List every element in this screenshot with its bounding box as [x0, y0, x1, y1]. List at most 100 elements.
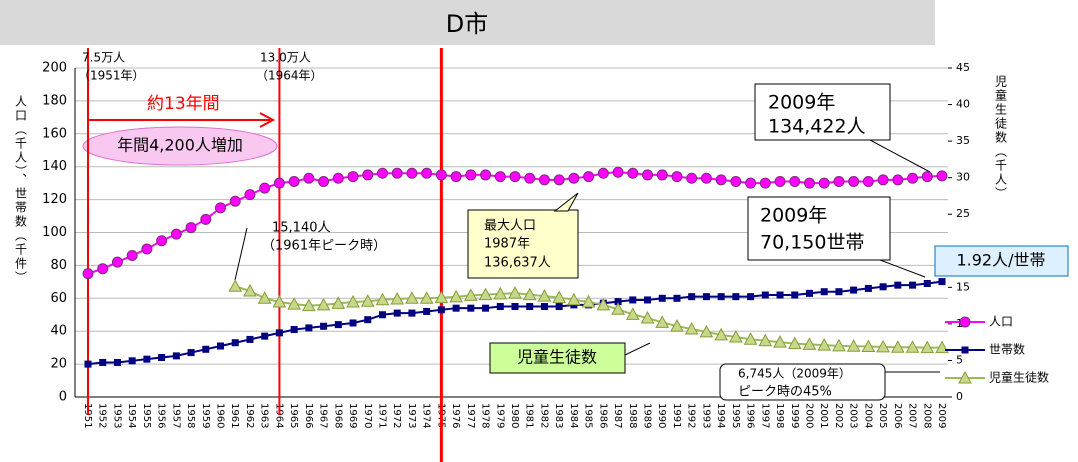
x-tick-label: 1968 — [332, 403, 343, 428]
point — [450, 171, 462, 183]
x-tick-label: 1981 — [524, 403, 535, 428]
point — [423, 307, 431, 315]
point — [936, 170, 948, 182]
point — [568, 172, 580, 184]
legend-marker — [959, 316, 971, 328]
x-tick-label: 1969 — [347, 403, 358, 428]
point — [111, 256, 123, 268]
legend-marker — [958, 370, 972, 384]
y-tick-label: 200 — [42, 61, 67, 76]
x-tick-label: 1952 — [97, 403, 108, 428]
point — [170, 228, 182, 240]
point — [305, 324, 313, 332]
annotation: 2009年 — [760, 205, 827, 227]
x-tick-label: 1986 — [597, 403, 608, 428]
annotation: 児童生徒数 — [517, 348, 597, 367]
x-tick-label: 1965 — [288, 403, 299, 428]
point — [318, 176, 330, 188]
point — [272, 294, 287, 308]
x-tick-label: 1996 — [745, 403, 756, 428]
point — [673, 294, 681, 302]
point — [467, 304, 475, 312]
point — [773, 335, 787, 348]
x-tick-label: 1985 — [583, 403, 594, 428]
point — [437, 306, 445, 314]
point — [287, 297, 301, 310]
point — [393, 309, 401, 317]
x-tick-label: 1998 — [774, 403, 785, 428]
x-tick-label: 1984 — [568, 403, 579, 428]
point — [938, 278, 946, 286]
point — [99, 358, 107, 366]
point — [670, 319, 684, 332]
x-tick-label: 1954 — [126, 403, 137, 428]
x-tick-label: 1978 — [480, 403, 491, 428]
point — [215, 202, 227, 214]
x-tick-label: 1993 — [700, 403, 711, 428]
point — [892, 174, 904, 186]
point — [877, 174, 889, 186]
x-tick-label: 2005 — [877, 403, 888, 428]
y-axis-title: 人口（千人）、世帯数（千件） — [14, 95, 28, 285]
x-tick-label: 1979 — [494, 403, 505, 428]
x-tick-label: 2001 — [818, 403, 829, 428]
x-tick-label: 1972 — [391, 403, 402, 428]
point — [334, 321, 342, 329]
y2-axis-title: 児童生徒数（千人） — [994, 75, 1008, 201]
x-tick-label: 1990 — [656, 403, 667, 428]
point — [243, 283, 257, 297]
x-tick-label: 1997 — [759, 403, 770, 428]
x-tick-label: 1976 — [450, 403, 461, 428]
annotation: 6,745人（2009年） — [738, 367, 851, 381]
point — [552, 290, 567, 304]
annotation-shapes — [82, 83, 1069, 401]
point — [684, 321, 699, 335]
point — [465, 169, 477, 181]
point — [391, 167, 403, 179]
point — [200, 213, 212, 225]
point — [482, 304, 490, 312]
point — [907, 172, 919, 184]
point — [640, 310, 655, 324]
point — [743, 332, 758, 345]
point — [805, 289, 813, 297]
x-tick-label: 1982 — [538, 403, 549, 428]
point — [288, 176, 300, 188]
point — [375, 292, 390, 306]
x-tick-label: 1995 — [730, 403, 741, 428]
annotation: 年間4,200人増加 — [117, 136, 243, 155]
point — [97, 263, 109, 275]
point — [508, 286, 522, 299]
point — [614, 298, 622, 306]
point — [509, 171, 521, 183]
point — [405, 291, 419, 304]
point — [583, 171, 595, 183]
point — [158, 354, 166, 362]
x-tick-label: 1989 — [642, 403, 653, 428]
point — [494, 171, 506, 183]
point — [229, 195, 241, 207]
point — [791, 291, 799, 299]
x-tick-label: 1971 — [376, 403, 387, 428]
legend-label: 人口 — [989, 315, 1013, 329]
x-tick-label: 1956 — [156, 403, 167, 428]
annotation: （1961年ピーク時） — [262, 239, 386, 254]
point — [923, 279, 931, 287]
point — [493, 286, 508, 300]
annotation: （1964年） — [256, 69, 323, 83]
x-tick-label: 1988 — [627, 403, 638, 428]
x-tick-label: 1991 — [671, 403, 682, 428]
x-tick-label: 1970 — [362, 403, 373, 428]
point — [879, 283, 887, 291]
point — [126, 250, 138, 262]
point — [776, 291, 784, 299]
annotation: 7.5万人 — [82, 51, 125, 65]
annotations: 7.5万人 （1951年） 13.0万人 （1964年） 約13年間年間4,200人増加… — [78, 51, 1046, 400]
point — [332, 172, 344, 184]
x-tick-label: 1961 — [229, 403, 240, 428]
x-tick-label: 1958 — [185, 403, 196, 428]
point — [699, 324, 714, 338]
point — [890, 340, 905, 353]
point — [275, 329, 283, 337]
point — [846, 339, 861, 352]
